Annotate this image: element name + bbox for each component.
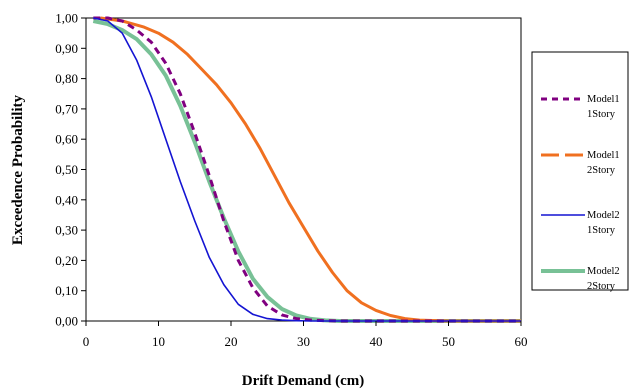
y-axis-ticks: 0,00 0,10 0,20 0,30 0,40 0,50 0,60 0,70 0,80 0,90…	[55, 11, 86, 329]
y-tick-label: 0,30	[55, 223, 78, 238]
x-tick-label: 0	[83, 334, 90, 349]
y-tick-label: 0,90	[55, 41, 78, 56]
y-tick-label: 0,00	[55, 314, 78, 329]
y-tick-label: 0,70	[55, 101, 78, 116]
plot-frame	[85, 17, 522, 322]
legend-box	[531, 51, 629, 291]
x-axis-ticks: 0 10 20 30 40 50 60	[83, 321, 528, 349]
legend-label-line1: Model2	[587, 266, 620, 277]
x-tick-label: 30	[297, 334, 310, 349]
legend-label-line1: Model2	[587, 210, 620, 221]
x-tick-label: 40	[370, 334, 383, 349]
legend: Model1 1Story Model1 2Story Model2 1Story Mode…	[531, 51, 629, 292]
x-tick-label: 60	[515, 334, 528, 349]
y-tick-label: 0,20	[55, 253, 78, 268]
x-tick-label: 20	[225, 334, 238, 349]
legend-label-line2: 2Story	[587, 281, 616, 292]
x-tick-label: 50	[442, 334, 455, 349]
y-tick-label: 0,60	[55, 132, 78, 147]
y-tick-label: 0,80	[55, 71, 78, 86]
plot-area	[85, 17, 522, 322]
legend-label-line2: 1Story	[587, 109, 616, 120]
series-line-model1-1story	[93, 16, 521, 323]
legend-label-line1: Model1	[587, 150, 620, 161]
y-tick-label: 1,00	[55, 11, 78, 26]
legend-label-line1: Model1	[587, 94, 620, 105]
series-line-model2-1story	[93, 17, 521, 322]
x-axis-title: Drift Demand (cm)	[242, 373, 364, 389]
y-tick-label: 0,10	[55, 283, 78, 298]
legend-label-line2: 1Story	[587, 225, 616, 236]
series-layer	[92, 16, 521, 323]
y-axis-title: Exceedence Probability	[10, 94, 26, 245]
y-tick-label: 0,40	[55, 192, 78, 207]
series-line-model1-2story	[100, 16, 521, 323]
legend-label-line2: 2Story	[587, 165, 616, 176]
x-tick-label: 10	[152, 334, 165, 349]
y-tick-label: 0,50	[55, 162, 78, 177]
